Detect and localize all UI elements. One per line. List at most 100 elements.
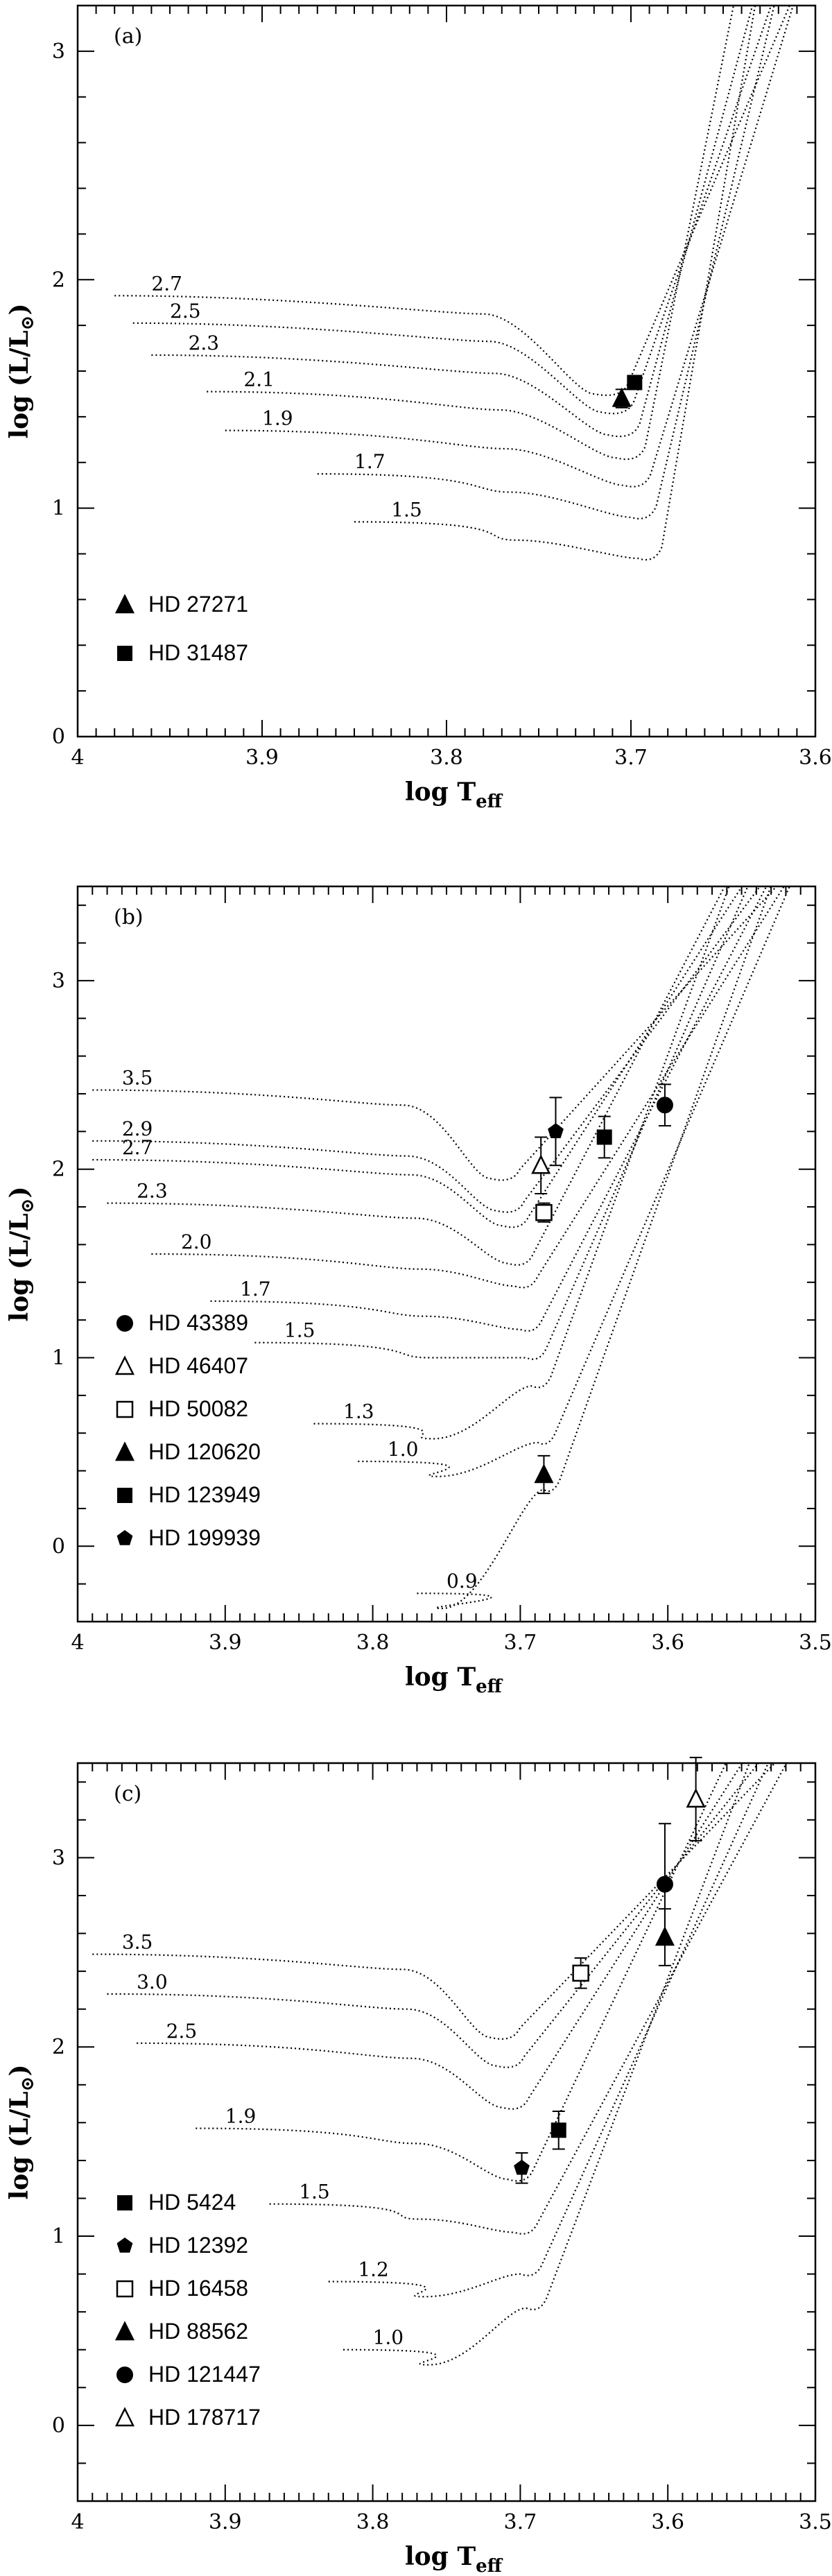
y-tick-label: 0 xyxy=(52,1534,65,1559)
track-mass-label: 2.5 xyxy=(170,300,201,323)
legend: HD 27271 HD 31487 xyxy=(114,592,248,665)
legend-label: HD 5424 xyxy=(148,2190,236,2215)
plot-frame xyxy=(76,1762,817,2502)
track-1.9 xyxy=(225,6,794,488)
y-tick-label: 2 xyxy=(52,268,65,292)
legend-marker xyxy=(117,2195,132,2210)
track-mass-label: 2.9 xyxy=(122,1117,153,1140)
y-axis-label: log (L/L⊙) xyxy=(5,2064,38,2199)
x-tick-label: 3.8 xyxy=(356,1631,390,1655)
y-tick-label: 0 xyxy=(52,725,65,749)
legend-label: HD 27271 xyxy=(148,592,248,617)
legend-label: HD 88562 xyxy=(148,2319,248,2344)
x-tick-label: 4 xyxy=(71,746,84,770)
y-axis-label: log (L/L⊙) xyxy=(5,303,38,438)
x-tick-label: 4 xyxy=(71,2510,84,2534)
star-marker xyxy=(534,1463,554,1484)
x-tick-label: 3.6 xyxy=(651,1631,684,1655)
panel-b: 4 3.9 3.8 3.7 3.6 3.5 0 1 2 3 log Teff log (L/L⊙) (b… xyxy=(5,885,832,1697)
track-mass-label: 1.9 xyxy=(262,407,293,430)
legend-marker xyxy=(114,1355,135,1375)
x-axis-label: log Teff xyxy=(405,778,503,812)
x-axis-label-main: log T xyxy=(405,1663,476,1692)
track-2.5 xyxy=(132,6,772,415)
y-tick-label: 0 xyxy=(52,2414,65,2438)
track-mass-label: 2.7 xyxy=(151,272,182,295)
legend: HD 5424 HD 12392 HD 16458 HD 88562 HD 121447… xyxy=(114,2190,261,2430)
legend-label: HD 31487 xyxy=(148,640,248,665)
y-tick-label: 3 xyxy=(52,1846,65,1870)
legend-marker xyxy=(116,1530,133,1545)
x-axis-label-sub: eff xyxy=(476,1676,503,1697)
x-tick-label: 3.9 xyxy=(209,2510,242,2534)
legend-label: HD 12392 xyxy=(148,2233,248,2258)
track-mass-label: 3.5 xyxy=(122,1931,153,1954)
star-points xyxy=(514,1756,706,2184)
track-1.5 xyxy=(354,6,756,561)
track-2.0 xyxy=(151,886,786,1289)
track-mass-label: 1.9 xyxy=(225,2105,257,2128)
track-mass-label: 1.0 xyxy=(373,2326,404,2349)
track-1.9 xyxy=(196,1763,727,2182)
star-marker xyxy=(548,1123,564,1138)
legend-marker xyxy=(117,646,132,661)
legend-label: HD 16458 xyxy=(148,2276,248,2301)
x-tick-label: 3.9 xyxy=(209,1631,242,1655)
star-marker xyxy=(551,2122,566,2138)
y-tick-label: 1 xyxy=(52,1346,65,1370)
x-tick-label: 3.8 xyxy=(356,2510,390,2534)
legend-marker xyxy=(114,1441,135,1461)
track-3.5 xyxy=(92,1763,777,2040)
star-points xyxy=(531,1083,673,1495)
x-tick-label: 3.7 xyxy=(504,1631,537,1655)
track-1.5 xyxy=(254,886,749,1360)
y-axis-label-close: ) xyxy=(5,2064,34,2076)
y-axis-label-main: log (L/L xyxy=(5,2091,34,2199)
track-mass-label: 2.3 xyxy=(189,332,220,354)
x-axis-label-sub: eff xyxy=(476,791,503,812)
track-1.3 xyxy=(313,886,730,1440)
star-marker xyxy=(572,1964,589,1982)
y-tick-label: 1 xyxy=(52,2224,65,2249)
star-marker xyxy=(531,1154,551,1174)
star-points xyxy=(612,375,643,409)
y-axis-label-main: log (L/L xyxy=(5,330,34,438)
y-axis-label-sub: ⊙ xyxy=(17,316,38,331)
y-tick-label: 3 xyxy=(52,40,65,64)
track-1.2 xyxy=(328,1763,770,2298)
tick-marks xyxy=(77,886,816,1622)
legend-marker xyxy=(114,594,135,614)
x-tick-label: 3.6 xyxy=(799,746,832,770)
legend-label: HD 46407 xyxy=(148,1353,248,1378)
track-mass-label: 1.3 xyxy=(343,1400,374,1423)
y-tick-label: 3 xyxy=(52,969,65,993)
evolutionary-tracks xyxy=(114,6,794,561)
legend-marker xyxy=(116,2367,133,2383)
track-2.7 xyxy=(114,6,791,397)
x-tick-label: 3.5 xyxy=(799,1631,832,1655)
track-1.0 xyxy=(358,886,791,1477)
track-mass-label: 2.3 xyxy=(137,1180,168,1203)
track-2.3 xyxy=(151,6,754,438)
track-mass-label: 1.7 xyxy=(240,1278,271,1300)
legend-label: HD 123949 xyxy=(148,1482,261,1507)
track-2.1 xyxy=(207,6,735,461)
legend-marker xyxy=(117,1488,132,1503)
track-mass-label: 2.0 xyxy=(181,1230,212,1253)
x-tick-label: 3.5 xyxy=(799,2510,832,2534)
star-marker xyxy=(596,1129,612,1145)
track-mass-label: 1.5 xyxy=(299,2181,330,2204)
legend: HD 43389 HD 46407 HD 50082 HD 120620 HD 1239… xyxy=(114,1310,261,1550)
y-tick-label: 2 xyxy=(52,1158,65,1182)
track-mass-label: 1.0 xyxy=(388,1438,419,1461)
y-axis-label-close: ) xyxy=(5,303,34,315)
legend-marker xyxy=(116,2280,134,2298)
y-axis-label-sub: ⊙ xyxy=(17,1199,38,1214)
track-2.7 xyxy=(92,886,743,1228)
legend-label: HD 43389 xyxy=(148,1310,248,1335)
y-axis-label-sub: ⊙ xyxy=(17,2077,38,2092)
legend-label: HD 50082 xyxy=(148,1396,248,1421)
legend-label: HD 120620 xyxy=(148,1439,261,1464)
